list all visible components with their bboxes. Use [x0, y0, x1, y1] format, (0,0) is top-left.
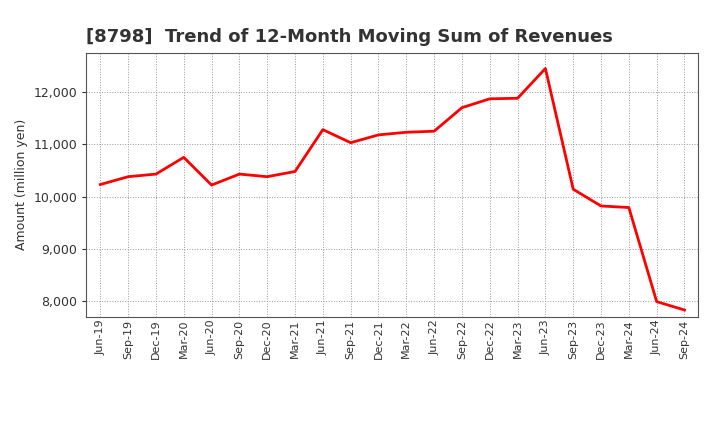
Y-axis label: Amount (million yen): Amount (million yen): [15, 119, 28, 250]
Text: [8798]  Trend of 12-Month Moving Sum of Revenues: [8798] Trend of 12-Month Moving Sum of R…: [86, 28, 613, 46]
